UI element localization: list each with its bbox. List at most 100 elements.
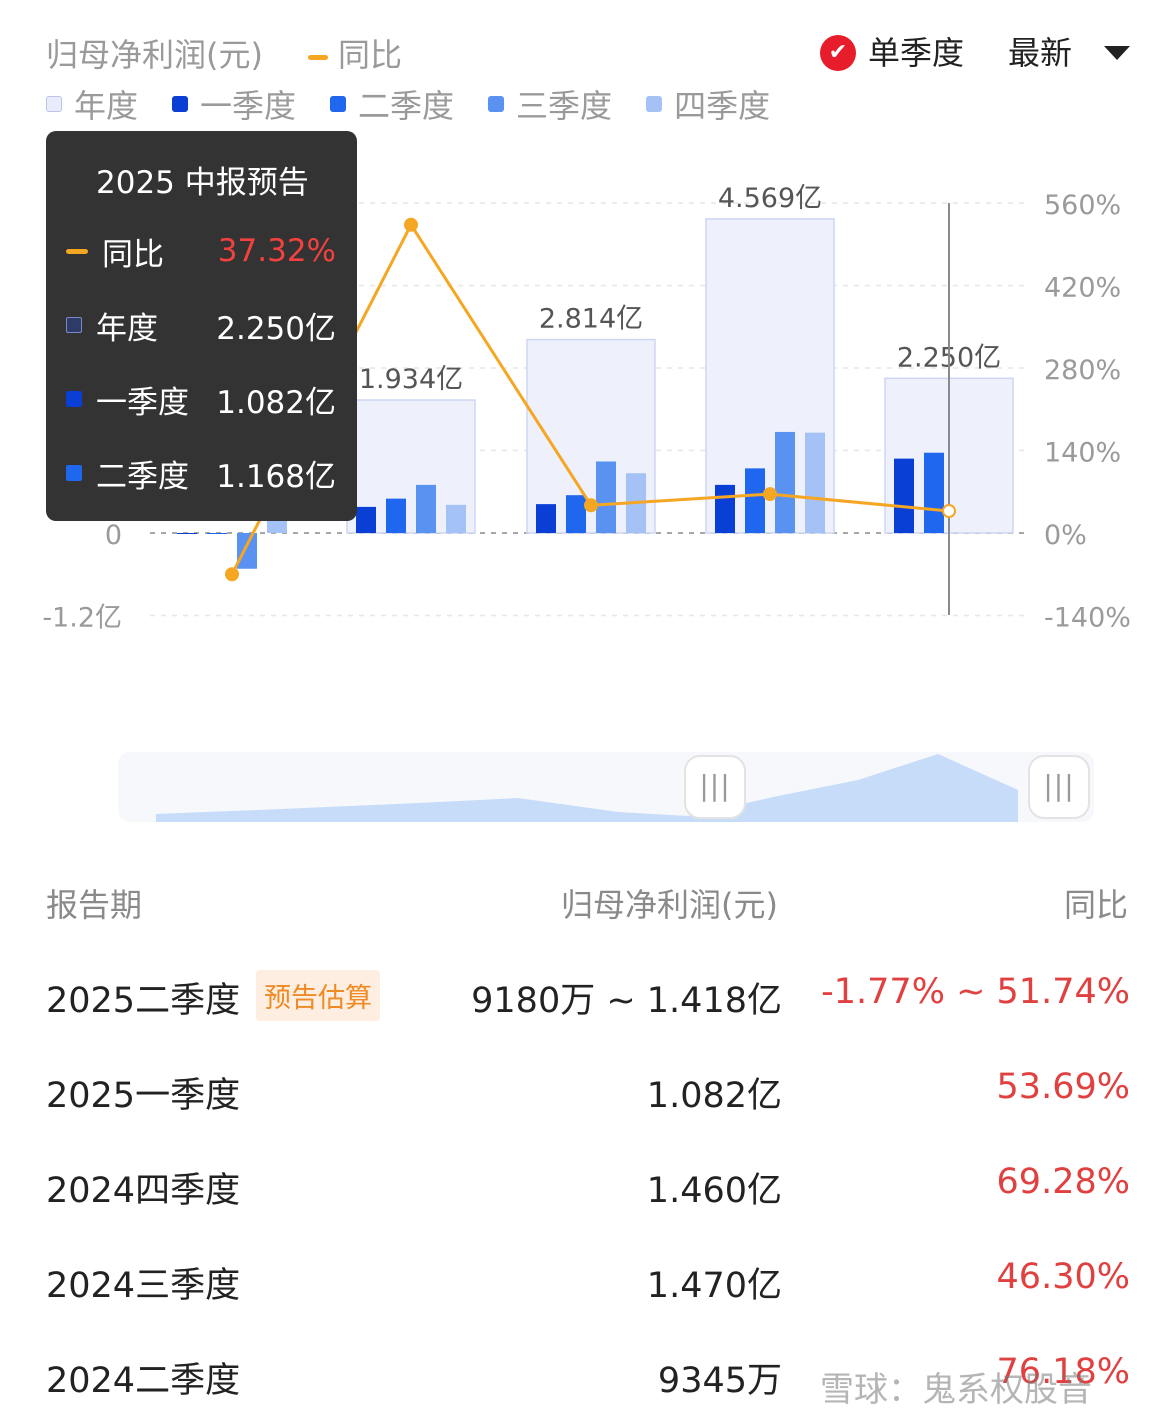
quarter-bar <box>446 504 466 533</box>
range-scroller[interactable]: ||| ||| <box>118 752 1094 822</box>
quarter-bar <box>805 432 825 533</box>
yoy-point <box>942 504 956 519</box>
col-header-yoy: 同比 <box>1063 886 1128 924</box>
quarter-bar <box>566 495 586 533</box>
y-tick-left: -1.2亿 <box>42 603 122 634</box>
tooltip-row-annual: 年度 2.250亿 <box>66 303 336 347</box>
legend-swatch <box>172 96 189 112</box>
yoy-point <box>584 498 598 513</box>
yoy-cell: -1.77% ~ 51.74% <box>821 972 1130 1012</box>
quarter-bar <box>237 533 257 569</box>
scroller-preview <box>156 754 1018 822</box>
tooltip-label: 同比 <box>102 236 164 273</box>
tooltip-value: 1.082亿 <box>216 384 336 421</box>
y-tick-right: 0% <box>1044 520 1087 551</box>
legend-swatch <box>646 96 663 112</box>
col-header-profit: 归母净利润(元) <box>561 886 778 924</box>
chart-title: 归母净利润(元) <box>46 36 263 74</box>
q2-marker <box>66 465 82 481</box>
scroller-left-handle[interactable]: ||| <box>684 755 746 819</box>
quarter-bar <box>775 431 795 533</box>
legend-label: 一季度 <box>200 87 297 125</box>
profit-cell: 1.460亿 <box>646 1171 782 1211</box>
quarter-bar <box>894 458 914 533</box>
table-row[interactable]: 2025二季度 预告估算 9180万 ~ 1.418亿 -1.77% ~ 51.… <box>46 966 1130 1026</box>
yoy-cell: 69.28% <box>996 1162 1130 1202</box>
col-header-period: 报告期 <box>46 886 143 924</box>
quarter-bar <box>416 484 436 533</box>
legend-item-annual[interactable]: 年度 <box>46 81 138 127</box>
q1-marker <box>66 391 82 407</box>
legend-label: 三季度 <box>516 87 613 125</box>
quarter-bar <box>356 506 376 533</box>
profit-cell: 9180万 ~ 1.418亿 <box>471 981 782 1021</box>
quarter-bar <box>207 533 227 534</box>
table-row[interactable]: 2025一季度 1.082亿 53.69% <box>46 1061 1130 1121</box>
tooltip-row-q1: 一季度 1.082亿 <box>66 377 336 421</box>
tooltip-label: 二季度 <box>96 458 189 495</box>
tooltip-value: 1.168亿 <box>216 458 336 495</box>
table-row[interactable]: 2024四季度 1.460亿 69.28% <box>46 1156 1130 1216</box>
period-cell: 2024三季度 <box>46 1266 241 1306</box>
yoy-cell: 76.18% <box>996 1352 1130 1392</box>
legend-item-q1[interactable]: 一季度 <box>172 81 296 127</box>
yoy-legend[interactable]: 同比 <box>308 30 402 76</box>
quarter-bar <box>596 461 616 533</box>
tooltip-value: 2.250亿 <box>216 310 336 347</box>
forecast-badge: 预告估算 <box>256 970 380 1021</box>
legend-swatch <box>488 96 505 112</box>
legend-label: 二季度 <box>358 87 455 125</box>
yoy-point <box>404 217 418 232</box>
yoy-marker <box>66 248 88 254</box>
legend-item-q4[interactable]: 四季度 <box>646 81 770 127</box>
single-quarter-toggle[interactable]: 单季度 <box>868 34 965 72</box>
period-cell: 2025一季度 <box>46 1076 241 1116</box>
profit-cell: 1.082亿 <box>646 1076 782 1116</box>
tooltip-row-q2: 二季度 1.168亿 <box>66 451 336 495</box>
tooltip-row-yoy: 同比 37.32% <box>66 229 336 273</box>
profit-cell: 1.470亿 <box>646 1266 782 1306</box>
yoy-legend-label: 同比 <box>338 36 403 74</box>
legend: 年度 一季度 二季度 三季度 四季度 <box>46 81 804 127</box>
annual-bar-label: 2.814亿 <box>539 304 643 335</box>
period-cell: 2025二季度 <box>46 981 241 1021</box>
quarter-bar <box>536 504 556 533</box>
quarter-bar <box>386 498 406 533</box>
y-tick-right: 140% <box>1044 438 1121 469</box>
table-row[interactable]: 2024二季度 9345万 76.18% <box>46 1346 1130 1406</box>
quarter-bar <box>715 484 735 533</box>
period-cell: 2024四季度 <box>46 1171 241 1211</box>
legend-label: 四季度 <box>674 87 771 125</box>
quarter-bar <box>924 452 944 533</box>
tooltip-label: 年度 <box>96 310 158 347</box>
tooltip-label: 一季度 <box>96 384 189 421</box>
yoy-point <box>763 487 777 502</box>
quarter-bar <box>177 533 197 534</box>
annual-bar-label: 1.934亿 <box>359 364 463 395</box>
legend-item-q2[interactable]: 二季度 <box>330 81 454 127</box>
watermark: 雪球：鬼系权股音 <box>820 1370 1092 1410</box>
chevron-down-icon[interactable] <box>1104 46 1130 60</box>
yoy-cell: 46.30% <box>996 1257 1130 1297</box>
y-tick-right: 280% <box>1044 355 1121 386</box>
annual-marker <box>66 317 82 333</box>
tooltip-title: 2025 中报预告 <box>96 165 309 201</box>
y-tick-right: 420% <box>1044 273 1121 304</box>
legend-item-q3[interactable]: 三季度 <box>488 81 612 127</box>
quarter-bar <box>745 468 765 533</box>
period-cell: 2024二季度 <box>46 1361 241 1401</box>
yoy-point <box>225 567 239 582</box>
table-row[interactable]: 2024三季度 1.470亿 46.30% <box>46 1251 1130 1311</box>
legend-swatch <box>46 96 62 112</box>
profit-cell: 9345万 <box>657 1361 782 1401</box>
sort-select[interactable]: 最新 <box>1008 34 1073 72</box>
scroller-right-handle[interactable]: ||| <box>1028 755 1090 819</box>
legend-label: 年度 <box>74 87 139 125</box>
yoy-cell: 53.69% <box>996 1067 1130 1107</box>
annual-bar-label: 4.569亿 <box>718 183 822 214</box>
legend-swatch <box>330 96 347 112</box>
scroller-area <box>156 754 1018 822</box>
checkmark-icon[interactable]: ✔ <box>820 35 856 71</box>
yoy-line-marker <box>308 54 328 60</box>
y-tick-right: 560% <box>1044 190 1121 221</box>
